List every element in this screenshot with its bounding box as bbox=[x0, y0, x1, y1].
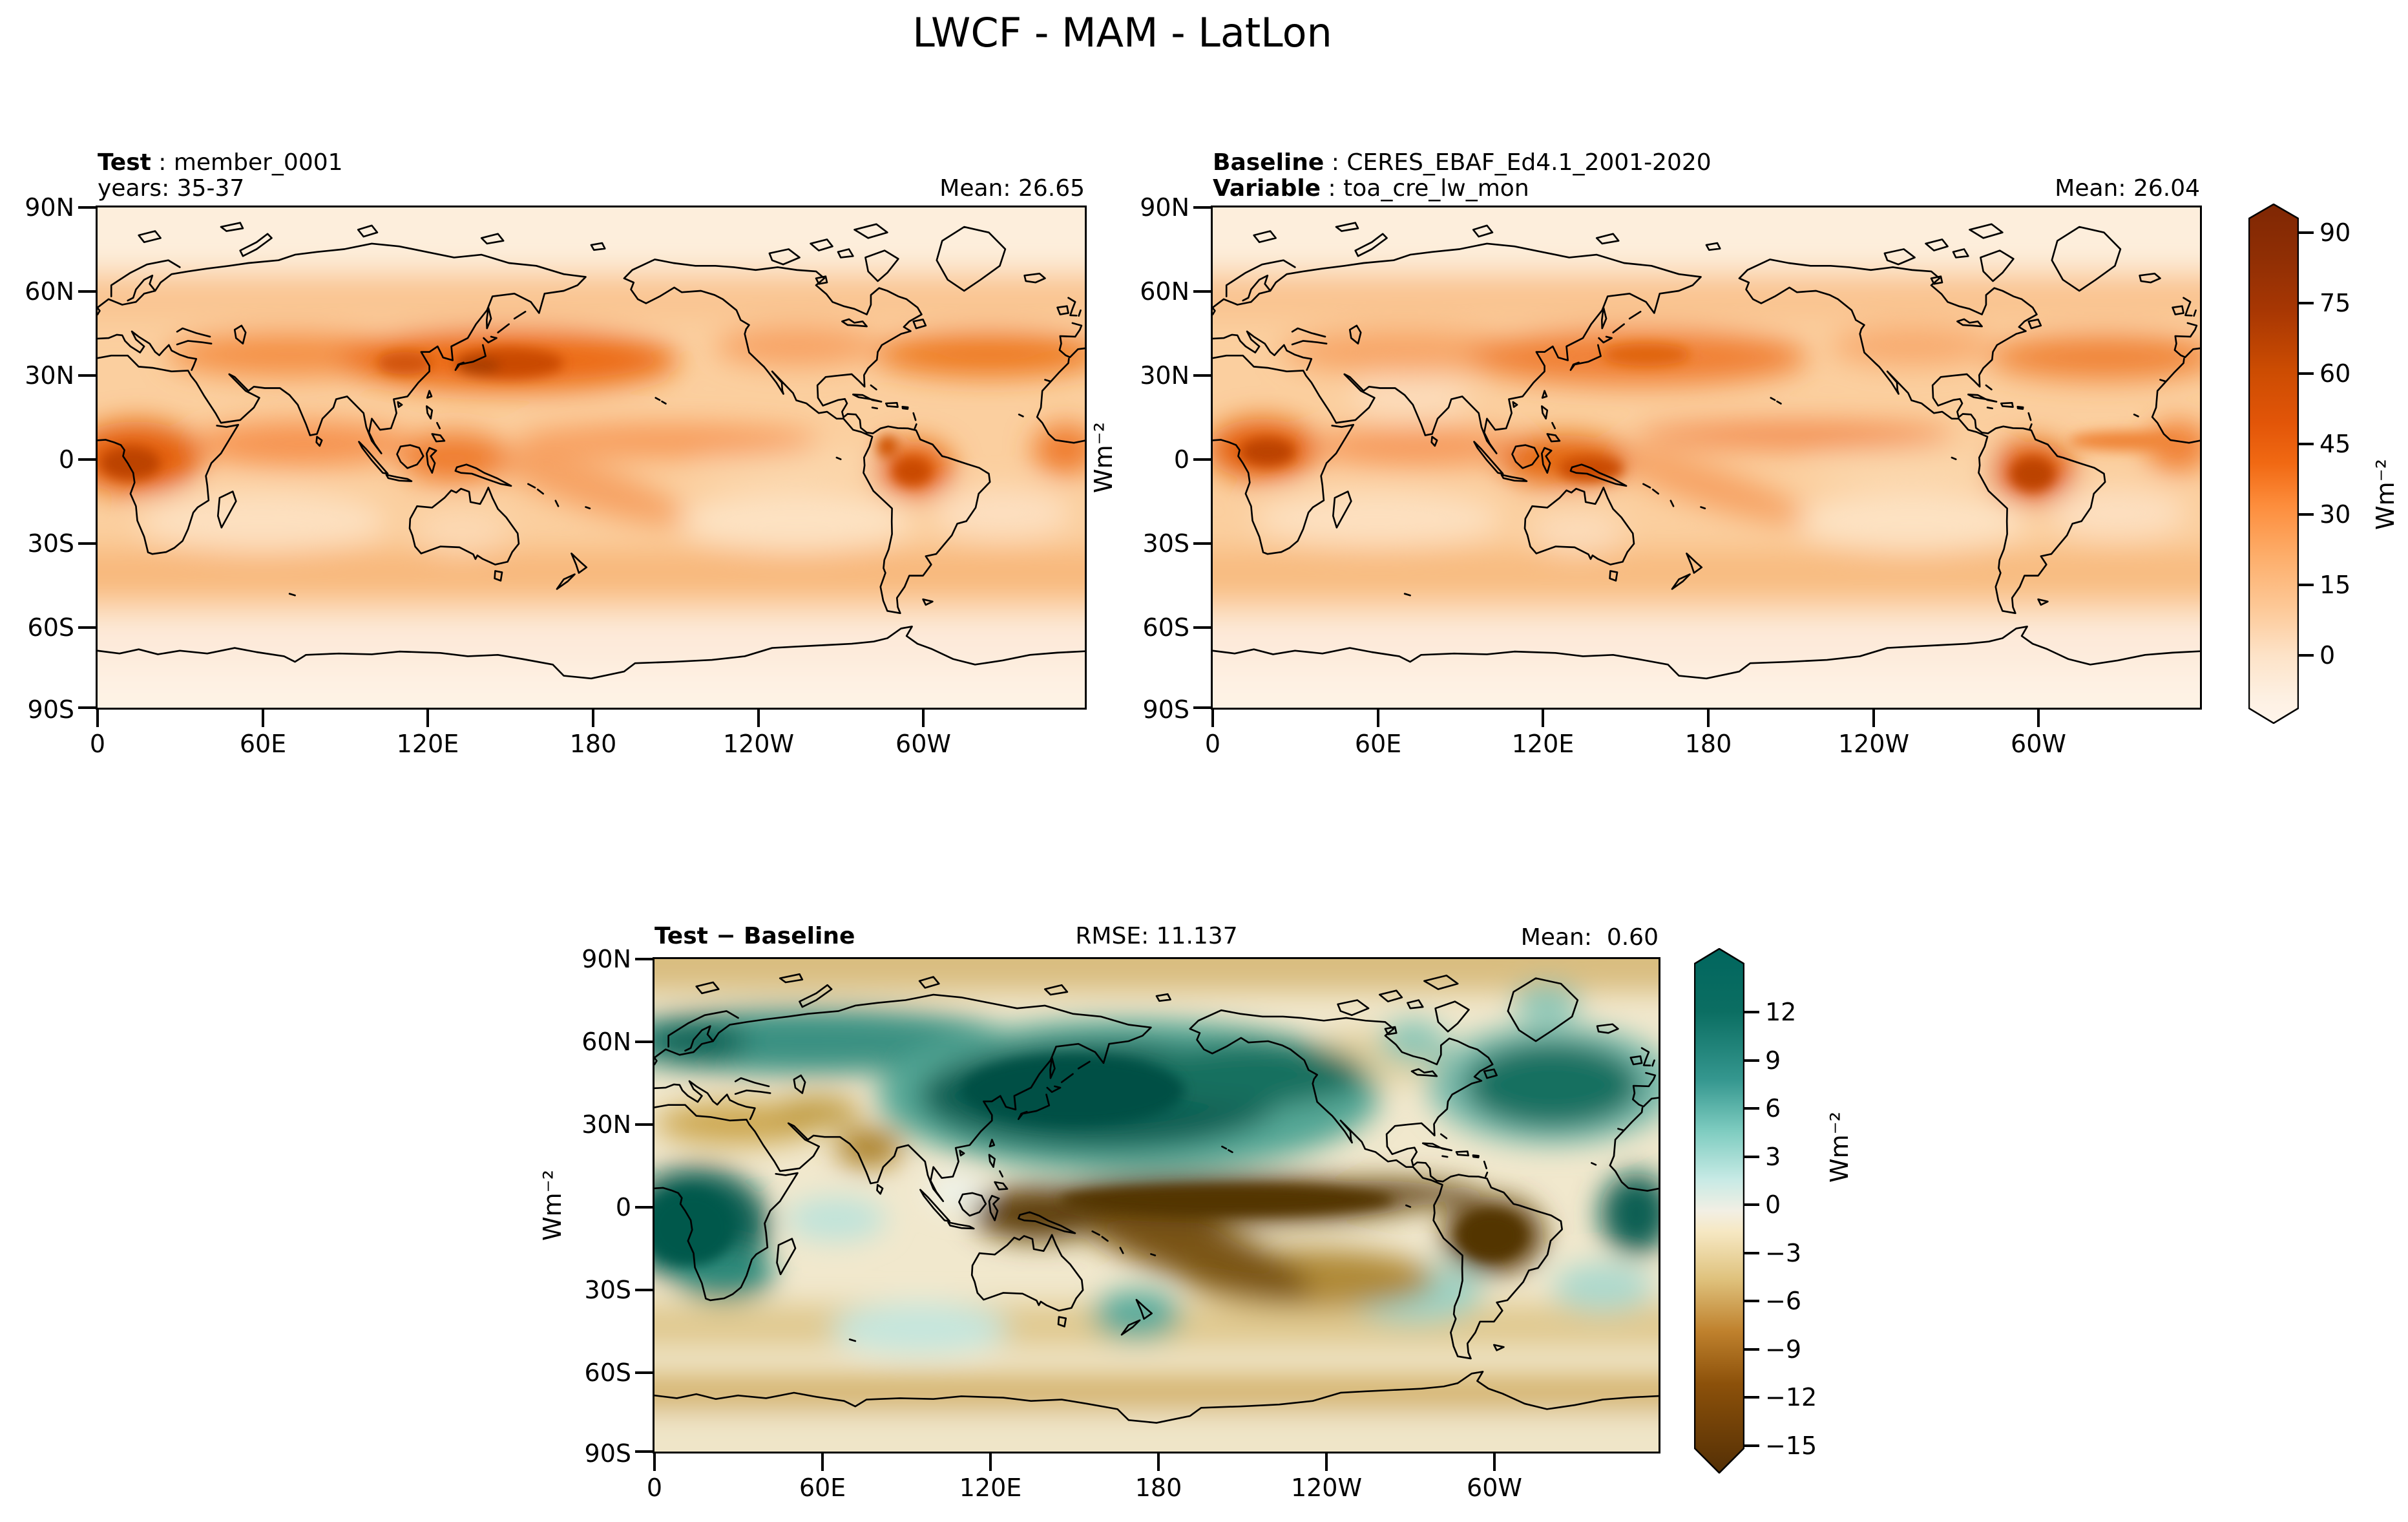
cbar-tick-label: 60 bbox=[2319, 359, 2351, 388]
variable-value: toa_cre_lw_mon bbox=[1343, 175, 1529, 202]
lat-tick: 60N bbox=[1140, 277, 1189, 306]
lon-tick: 180 bbox=[1135, 1474, 1182, 1502]
lon-tick: 60E bbox=[1354, 730, 1402, 758]
lon-tick: 120E bbox=[1511, 730, 1575, 758]
cbar-tick-label: 6 bbox=[1765, 1094, 1781, 1123]
lat-tick: 90N bbox=[581, 945, 631, 973]
cbar-tick-label: −12 bbox=[1765, 1383, 1817, 1411]
cbar-tick-label: −15 bbox=[1765, 1432, 1817, 1460]
lat-tick: 30S bbox=[27, 529, 74, 558]
panel-baseline-header: Baseline : CERES_EBAF_Ed4.1_2001-2020 Va… bbox=[1213, 150, 1712, 202]
lon-tick: 120E bbox=[396, 730, 459, 758]
lon-tick: 60E bbox=[239, 730, 287, 758]
map-test bbox=[98, 207, 1085, 708]
stat-mean: Mean: 0.60 bbox=[1520, 924, 1659, 951]
cbar-tick-label: 0 bbox=[2319, 641, 2336, 670]
baseline-value: CERES_EBAF_Ed4.1_2001-2020 bbox=[1346, 149, 1712, 176]
lat-tick: 30N bbox=[1140, 361, 1189, 390]
lon-tick: 120W bbox=[1290, 1474, 1363, 1502]
lat-tick: 0 bbox=[1173, 445, 1189, 474]
lon-tick: 120W bbox=[1837, 730, 1910, 758]
colorbar-top: 90 75 60 45 30 15 0 bbox=[2248, 204, 2408, 724]
lon-tick: 0 bbox=[646, 1474, 663, 1502]
lon-tick: 120W bbox=[722, 730, 795, 758]
lon-tick: 60W bbox=[2011, 730, 2066, 758]
cbar-tick-label: 12 bbox=[1765, 998, 1797, 1026]
cbar-tick-label: 90 bbox=[2319, 218, 2351, 247]
lat-tick: 30N bbox=[581, 1110, 631, 1139]
variable-label: Variable bbox=[1213, 175, 1321, 202]
lon-tick: 60W bbox=[895, 730, 951, 758]
ylabel-baseline-unit: Wm⁻² bbox=[1089, 422, 1118, 493]
map-baseline bbox=[1213, 207, 2200, 708]
test-label: Test bbox=[98, 149, 151, 176]
contour-field-baseline bbox=[1213, 207, 2200, 708]
cbar-tick-label: −9 bbox=[1765, 1335, 1802, 1364]
cbar-tick-label: 3 bbox=[1765, 1143, 1781, 1171]
panel-test-header-line1: Test : member_0001 bbox=[98, 149, 343, 176]
contour-cores-baseline bbox=[1240, 343, 2179, 491]
baseline-label: Baseline bbox=[1213, 149, 1324, 176]
lat-tick: 30S bbox=[1142, 529, 1189, 558]
lat-tick: 60N bbox=[25, 277, 74, 306]
test-value: member_0001 bbox=[173, 149, 343, 176]
lat-tick: 30N bbox=[25, 361, 74, 390]
cbar-tick-label: 9 bbox=[1765, 1046, 1781, 1075]
lat-tick: 90N bbox=[25, 193, 74, 222]
lat-tick: 60N bbox=[581, 1028, 631, 1056]
figure-title: LWCF - MAM - LatLon bbox=[912, 9, 1332, 56]
lat-tick: 90S bbox=[27, 695, 74, 724]
stat-mean: Mean: 26.04 bbox=[2055, 175, 2200, 202]
panel-baseline-header-line1: Baseline : CERES_EBAF_Ed4.1_2001-2020 bbox=[1213, 149, 1712, 176]
panel-diff-header: Test − Baseline bbox=[654, 923, 855, 949]
map-diff bbox=[654, 959, 1659, 1452]
cbar-tick-label: −3 bbox=[1765, 1239, 1802, 1267]
contour-cores-test bbox=[100, 348, 932, 485]
ylabel-diff-unit: Wm⁻² bbox=[538, 1170, 567, 1241]
lon-tick: 60W bbox=[1467, 1474, 1522, 1502]
contour-field-test bbox=[98, 207, 1085, 708]
cbar-tick-label: −6 bbox=[1765, 1287, 1802, 1315]
cbar-tick-label: 30 bbox=[2319, 500, 2351, 529]
colorbar-top-bar bbox=[2248, 204, 2299, 724]
lat-tick: 60S bbox=[27, 613, 74, 642]
lat-tick: 0 bbox=[58, 445, 74, 474]
cbar-tick-label: 15 bbox=[2319, 571, 2351, 599]
lon-tick: 0 bbox=[89, 730, 106, 758]
lon-tick: 120E bbox=[959, 1474, 1022, 1502]
lon-tick: 60E bbox=[799, 1474, 846, 1502]
lat-tick: 30S bbox=[584, 1276, 631, 1304]
panel-baseline: Baseline : CERES_EBAF_Ed4.1_2001-2020 Va… bbox=[1140, 150, 2202, 758]
lon-tick: 0 bbox=[1204, 730, 1221, 758]
contour-cores-diff bbox=[654, 1055, 1525, 1266]
panel-baseline-header-line2: Variable : toa_cre_lw_mon bbox=[1213, 175, 1529, 202]
lat-tick: 90S bbox=[584, 1439, 631, 1468]
lat-tick: 90N bbox=[1140, 193, 1189, 222]
colorbar-bottom: 12 9 6 3 0 −3 −6 −9 −12 −15 bbox=[1694, 948, 1888, 1474]
colorbar-bottom-unit: Wm⁻² bbox=[1825, 1112, 1854, 1183]
lat-tick: 60S bbox=[584, 1358, 631, 1387]
lon-tick: 180 bbox=[1684, 730, 1732, 758]
panel-test: Test : member_0001 years: 35-37 Mean: 26… bbox=[25, 150, 1087, 758]
test-subtitle: years: 35-37 bbox=[98, 175, 245, 202]
lon-tick: 180 bbox=[569, 730, 617, 758]
panel-diff: Test − Baseline RMSE: 11.137 Mean: 0.60 … bbox=[581, 924, 1660, 1502]
panel-test-header: Test : member_0001 years: 35-37 bbox=[98, 150, 343, 202]
lat-tick: 60S bbox=[1142, 613, 1189, 642]
colorbar-bottom-bar bbox=[1694, 948, 1744, 1474]
panel-diff-rmse: RMSE: 11.137 bbox=[1075, 923, 1238, 949]
cbar-tick-label: 75 bbox=[2319, 289, 2351, 317]
stat-mean: Mean: 26.65 bbox=[939, 175, 1085, 202]
cbar-tick-label: 0 bbox=[1765, 1190, 1781, 1219]
lat-tick: 0 bbox=[615, 1193, 631, 1221]
colorbar-top-unit: Wm⁻² bbox=[2371, 459, 2400, 530]
cbar-tick-label: 45 bbox=[2319, 430, 2351, 458]
lat-tick: 90S bbox=[1142, 695, 1189, 724]
